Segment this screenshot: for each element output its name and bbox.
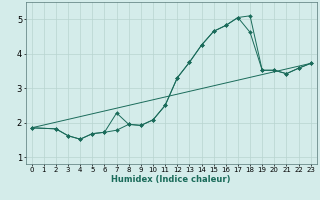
- X-axis label: Humidex (Indice chaleur): Humidex (Indice chaleur): [111, 175, 231, 184]
